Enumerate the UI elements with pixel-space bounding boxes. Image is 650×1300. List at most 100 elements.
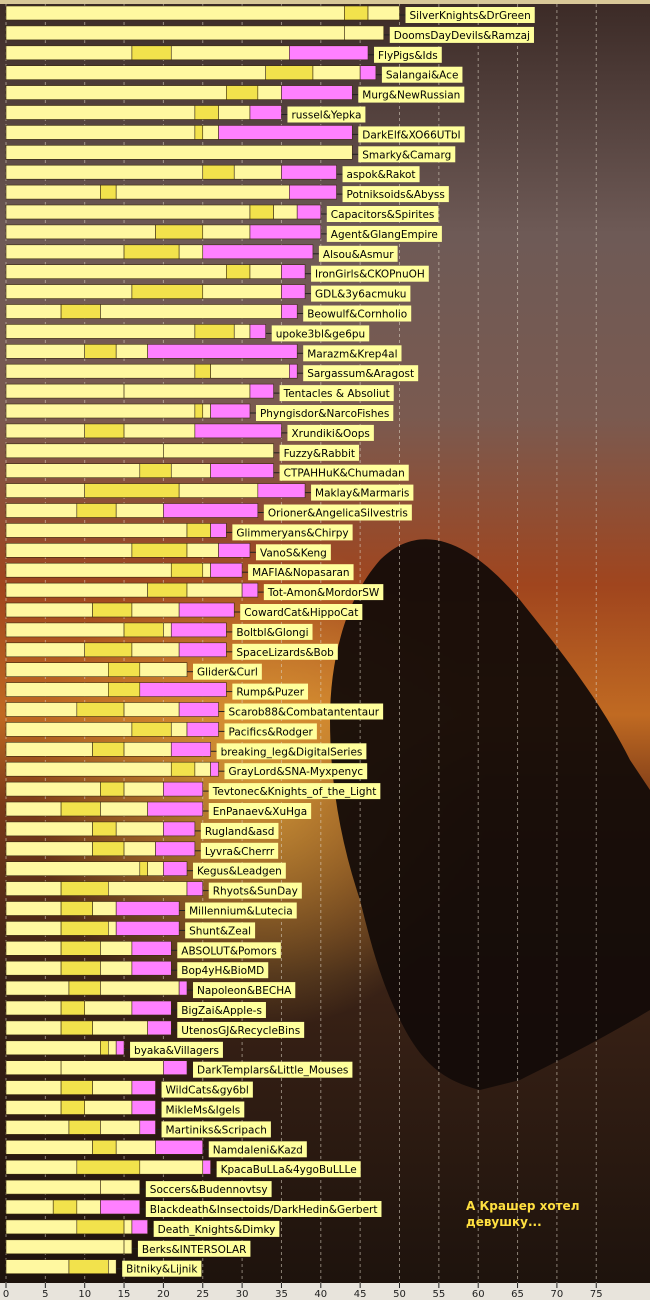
bar-label-box — [326, 206, 439, 222]
bar-label: CTPAHHuK&Chumadan — [284, 468, 405, 480]
bar-label-box — [185, 922, 256, 939]
bar-segment — [100, 801, 148, 817]
bar-segment — [108, 921, 117, 936]
bar-label: GDL&3y6acmuku — [315, 289, 406, 301]
bar-segment — [131, 960, 172, 976]
bar-segment — [139, 662, 188, 678]
bar-label-box — [279, 464, 409, 481]
bar-segment — [60, 960, 101, 976]
bar-label: Scarob88&Combatantentaur — [228, 707, 379, 719]
bar-segment — [5, 363, 196, 379]
bar-label: Alsou&Asmur — [323, 249, 394, 261]
bar-segment — [202, 562, 211, 578]
bar-segment — [163, 443, 274, 459]
bar-segment — [68, 980, 101, 996]
bar-segment — [5, 105, 196, 120]
bar-segment — [155, 224, 204, 240]
bar-label: Beowulf&Cornholio — [307, 309, 407, 321]
bar-segment — [281, 284, 306, 299]
bar-segment — [344, 25, 385, 41]
x-tick-label: 60 — [472, 1289, 485, 1300]
bar-segment — [5, 1020, 62, 1036]
bar-segment — [186, 542, 219, 558]
bar-segment — [178, 602, 235, 618]
bar-segment — [5, 284, 133, 299]
bar-segment — [5, 980, 70, 996]
bar-label-box — [374, 46, 442, 63]
bar-segment — [210, 523, 227, 538]
bar-segment — [60, 1000, 86, 1016]
x-tick-label: 30 — [236, 1289, 249, 1300]
bar-label: Bop4yH&BioMD — [181, 965, 264, 977]
bar-segment — [367, 5, 400, 21]
annotation-text: девушку... — [466, 1215, 542, 1229]
bar-label: breaking_leg&DigitalSeries — [221, 746, 363, 758]
bar-label-box — [161, 1081, 253, 1098]
bar-segment — [5, 1040, 101, 1056]
bar-segment — [5, 483, 85, 498]
bar-segment — [281, 164, 337, 180]
bar-segment — [5, 264, 227, 280]
bar-label-box — [216, 1161, 361, 1178]
bar-segment — [100, 1120, 141, 1135]
bar-segment — [186, 582, 243, 598]
bar-label: FlyPigs&Ids — [378, 50, 438, 62]
bar-label-box — [177, 1002, 266, 1018]
bar-label-box — [208, 803, 312, 819]
bar-label: Maklay&Marmaris — [315, 488, 409, 500]
bar-segment — [131, 45, 172, 61]
bar-segment — [186, 722, 219, 737]
bar-segment — [289, 363, 298, 379]
bar-segment — [60, 1020, 93, 1036]
bar-segment — [100, 781, 125, 797]
x-tick-label: 50 — [393, 1289, 406, 1300]
bar-segment — [147, 1020, 172, 1036]
bar-segment — [5, 781, 101, 797]
bar-label-box — [255, 405, 394, 421]
bar-label-box — [303, 305, 412, 322]
bar-label: Glimmeryans&Chirpy — [236, 527, 348, 539]
bar-segment — [131, 1080, 156, 1095]
bar-segment — [202, 403, 211, 419]
bar-segment — [5, 841, 93, 857]
bar-segment — [60, 921, 109, 936]
bar-label: Fuzzy&Rabbit — [284, 448, 355, 460]
bar-segment — [123, 1239, 133, 1255]
bar-label-box — [193, 982, 296, 999]
bar-label-box — [342, 166, 420, 183]
bar-label-box — [232, 623, 313, 640]
bar-segment — [249, 383, 274, 399]
bar-segment — [5, 1060, 62, 1075]
bar-segment — [178, 642, 227, 658]
bar-segment — [5, 1179, 101, 1195]
x-tick-label: 70 — [551, 1289, 564, 1300]
bar-segment — [5, 662, 109, 678]
bar-segment — [194, 105, 219, 120]
bar-segment — [202, 244, 314, 260]
bar-segment — [60, 940, 101, 956]
bar-segment — [92, 1020, 148, 1036]
bar-label: VanoS&Keng — [260, 547, 327, 559]
bar-label: DarkTemplars&Little_Mouses — [197, 1065, 348, 1077]
bar-segment — [76, 1199, 101, 1215]
bar-segment — [170, 45, 290, 61]
bar-segment — [5, 582, 148, 598]
bar-label-box — [137, 1240, 251, 1257]
bar-label-box — [326, 225, 442, 242]
bar-label: Smarky&Camarg — [362, 149, 451, 161]
bar-label: Rump&Puzer — [236, 687, 304, 699]
bar-segment — [139, 861, 148, 877]
bar-segment — [131, 1219, 148, 1235]
bar-label-box — [358, 86, 465, 103]
bar-segment — [92, 901, 117, 916]
bar-segment — [52, 1199, 78, 1215]
bar-segment — [5, 25, 345, 41]
bar-segment — [5, 821, 93, 837]
bar-segment — [202, 125, 219, 140]
bar-label-box — [405, 7, 535, 23]
x-tick-label: 20 — [157, 1289, 170, 1300]
bar-label-box — [240, 604, 363, 620]
bar-label: Tentacles & Absoliut — [283, 388, 390, 400]
bar-label-box — [193, 862, 286, 879]
